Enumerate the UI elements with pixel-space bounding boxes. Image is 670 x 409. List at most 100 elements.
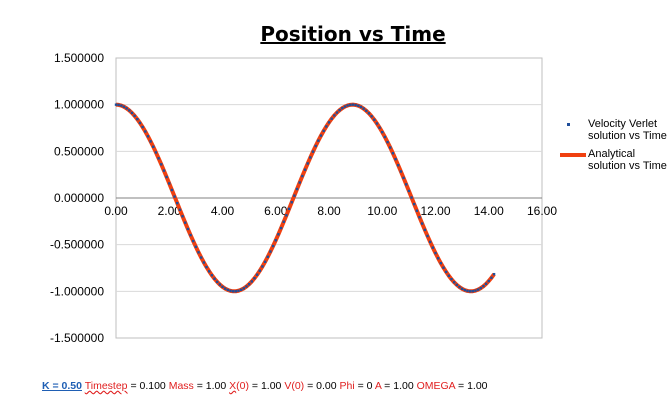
data-point [317, 139, 320, 142]
y-tick-label: -1.000000 [50, 284, 104, 298]
data-point [250, 280, 253, 283]
data-point [290, 201, 293, 204]
data-point [407, 189, 411, 193]
data-point [184, 221, 187, 224]
param-x0-value: = 1.00 [248, 380, 285, 392]
data-point [322, 129, 325, 133]
data-point [255, 273, 259, 276]
data-point [130, 111, 134, 115]
param-mass-label: Mass [168, 380, 194, 392]
data-point [311, 150, 315, 153]
x-tick-label: 0.00 [104, 204, 128, 218]
data-point [226, 288, 230, 292]
data-point [487, 279, 490, 283]
data-point [295, 187, 299, 191]
x-tick-label: 4.00 [211, 204, 235, 218]
data-point [152, 145, 155, 148]
data-point [136, 118, 139, 121]
data-point [141, 125, 144, 129]
param-v0-label: V(0) [284, 380, 305, 392]
y-tick-label: 0.500000 [54, 144, 104, 158]
x-tick-label: 6.00 [264, 204, 288, 218]
data-point [375, 122, 379, 125]
parameters-line: K = 0.50 Timestep = 0.100 Mass = 1.00 X(… [42, 380, 488, 392]
data-point [146, 135, 150, 138]
data-point [213, 277, 216, 280]
data-point [378, 126, 381, 129]
data-point [444, 270, 448, 274]
data-point [450, 278, 453, 281]
data-point [237, 289, 240, 292]
data-point [351, 103, 355, 106]
x-tick-label: 10.00 [367, 204, 397, 218]
data-point [458, 285, 461, 289]
y-tick-labels: 1.500000 1.000000 0.500000 0.000000 -0.50000… [50, 51, 104, 345]
data-point [346, 104, 349, 107]
data-point [154, 151, 158, 154]
data-point [258, 269, 261, 272]
data-point [125, 107, 128, 110]
data-point [367, 112, 371, 115]
data-point [402, 176, 405, 180]
data-point [218, 283, 222, 286]
data-point [434, 251, 437, 255]
param-omega-value: = 1.00 [455, 380, 488, 392]
data-point [221, 285, 224, 288]
data-point [354, 103, 357, 107]
data-point [144, 130, 147, 133]
data-point [333, 114, 336, 117]
data-point [413, 202, 416, 206]
y-tick-label: 1.500000 [54, 51, 104, 65]
data-point [239, 288, 243, 291]
data-point [490, 276, 493, 279]
data-point [176, 201, 179, 205]
data-point [306, 162, 309, 165]
legend-marker-line [560, 153, 586, 157]
x-tick-label: 8.00 [317, 204, 341, 218]
data-point [287, 207, 291, 211]
data-point [394, 157, 397, 161]
data-point [202, 261, 206, 264]
data-point [189, 233, 192, 237]
data-point [234, 290, 238, 293]
x-tick-label: 12.00 [420, 204, 450, 218]
data-point [418, 215, 421, 219]
data-point [215, 280, 219, 284]
data-point [399, 170, 403, 173]
param-x0-label-b: (0) [236, 380, 249, 392]
data-point [415, 209, 419, 212]
data-point [397, 164, 400, 167]
data-point [160, 163, 163, 166]
data-point [200, 256, 203, 259]
data-point [223, 287, 227, 290]
data-point [386, 140, 389, 144]
y-tick-label: -1.500000 [50, 331, 104, 345]
data-point [133, 114, 136, 118]
data-point [428, 240, 432, 244]
data-point [247, 282, 251, 286]
data-point [468, 290, 472, 293]
data-point [319, 134, 323, 137]
data-point [423, 228, 427, 232]
data-point [410, 196, 413, 199]
data-point [293, 194, 296, 197]
y-tick-label: -0.500000 [50, 238, 104, 252]
data-point [117, 103, 120, 107]
data-point [168, 182, 171, 185]
data-point [476, 288, 480, 291]
data-point [460, 287, 464, 291]
data-point [373, 118, 376, 121]
data-point [271, 244, 275, 248]
data-point [285, 214, 288, 217]
data-point [282, 220, 285, 223]
data-point [365, 109, 368, 112]
legend-label: Analytical solution vs Time [588, 148, 667, 172]
gridlines [116, 104, 542, 292]
data-point [343, 105, 347, 108]
data-point [114, 103, 118, 106]
data-point [194, 245, 198, 249]
data-point [231, 290, 235, 293]
param-timestep-value: = 0.100 [127, 380, 169, 392]
data-point [210, 274, 214, 277]
legend-item-velocity-verlet: Velocity Verlet solution vs Time [560, 118, 670, 142]
